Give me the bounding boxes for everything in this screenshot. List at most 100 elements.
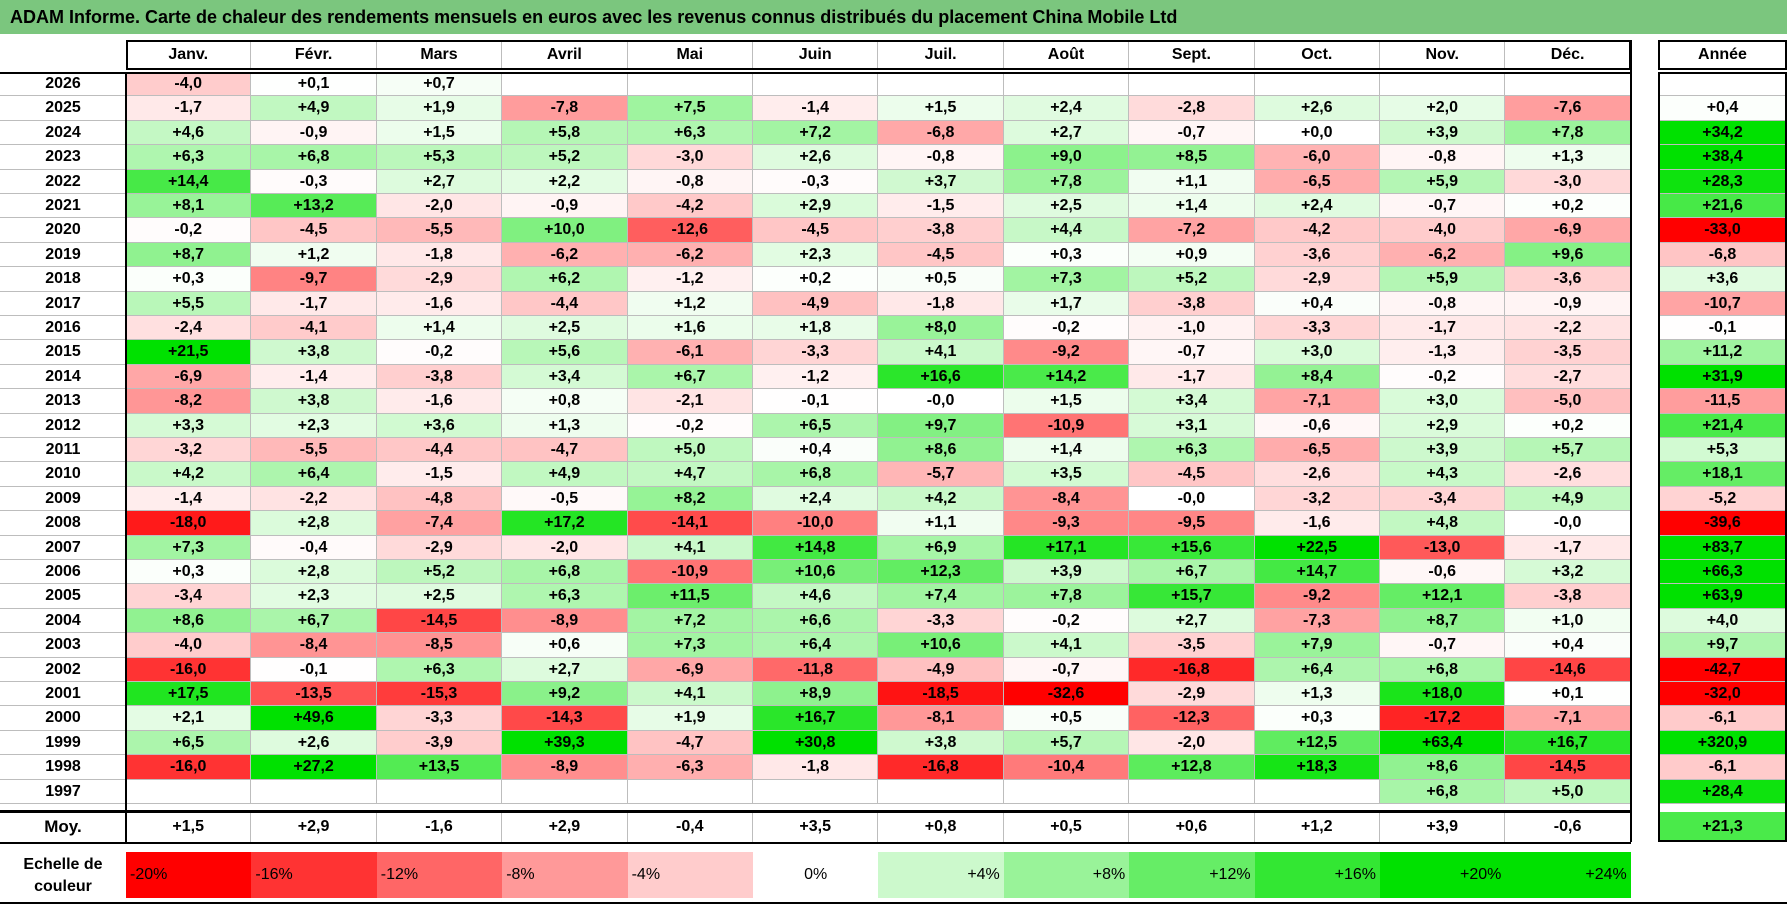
heatmap-cell: +6,5 [753, 413, 879, 438]
annual-cell: +28,4 [1658, 779, 1787, 804]
heatmap-cell: -1,8 [753, 755, 879, 780]
month-header: Janv. [126, 40, 252, 70]
heatmap-cell: +6,3 [126, 145, 252, 170]
heatmap-cell: -7,6 [1505, 96, 1631, 121]
heatmap-cell: -1,5 [376, 462, 503, 487]
heatmap-cell: +17,1 [1003, 535, 1130, 560]
heatmap-cell: -3,9 [376, 730, 503, 756]
heatmap-cell: +2,3 [753, 242, 879, 268]
annual-cell: +0,4 [1658, 96, 1787, 121]
heatmap-cell: +2,6 [251, 730, 377, 756]
heatmap-cell: +3,5 [1003, 462, 1130, 487]
heatmap-cell [878, 779, 1004, 804]
heatmap-cell: +9,7 [878, 413, 1004, 438]
year-label: 2023 [0, 145, 126, 170]
heatmap-cell: +3,8 [251, 389, 377, 414]
grid-line [0, 842, 1631, 844]
month-header: Sept. [1129, 40, 1255, 70]
heatmap-cell: -0,9 [251, 120, 377, 146]
heatmap-cell: +1,1 [1129, 169, 1255, 194]
heatmap-cell: +8,9 [753, 682, 879, 707]
heatmap-cell: +5,0 [627, 438, 753, 463]
heatmap-cell: -7,3 [1254, 608, 1380, 634]
heatmap-cell: -14,5 [1505, 755, 1631, 780]
heatmap-cell: -6,5 [1254, 169, 1380, 194]
heatmap-cell: +8,0 [878, 316, 1004, 341]
heatmap-cell: -8,9 [502, 755, 628, 780]
month-header: Mai [627, 40, 753, 70]
heatmap-cell: +6,5 [126, 730, 252, 756]
heatmap-cell: +8,1 [126, 194, 252, 219]
heatmap-cell: -4,1 [251, 316, 377, 341]
heatmap-cell: -8,2 [126, 389, 252, 414]
heatmap-cell: +5,7 [1003, 730, 1130, 756]
annual-header: Année [1658, 40, 1787, 70]
heatmap-cell: -1,7 [1505, 535, 1631, 560]
heatmap-cell: +16,6 [878, 364, 1004, 390]
heatmap-cell: -9,5 [1129, 511, 1255, 536]
heatmap-cell: +6,6 [753, 608, 879, 634]
heatmap-cell: -32,6 [1003, 682, 1130, 707]
heatmap-cell: -0,4 [251, 535, 377, 560]
month-header: Mars [376, 40, 503, 70]
heatmap-cell: -5,7 [878, 462, 1004, 487]
month-header: Févr. [251, 40, 377, 70]
heatmap-cell: +6,7 [627, 364, 753, 390]
annual-cell: +63,9 [1658, 584, 1787, 609]
heatmap-cell: -6,9 [627, 657, 753, 682]
heatmap-cell: +12,3 [878, 560, 1004, 585]
year-label: 2004 [0, 608, 126, 634]
heatmap-cell: -12,6 [627, 218, 753, 243]
heatmap-cell [502, 779, 628, 804]
heatmap-cell: -2,8 [1129, 96, 1255, 121]
heatmap-cell: -9,2 [1254, 584, 1380, 609]
heatmap-cell: -3,6 [1254, 242, 1380, 268]
scale-swatch: +8% [1003, 852, 1130, 898]
heatmap-cell [1254, 72, 1380, 97]
heatmap-cell: +1,8 [753, 316, 879, 341]
heatmap-cell: -2,9 [376, 267, 503, 292]
heatmap-cell: -14,6 [1505, 657, 1631, 682]
heatmap-cell: +3,9 [1380, 438, 1506, 463]
annual-cell: -33,0 [1658, 218, 1787, 243]
heatmap-cell: -0,0 [1505, 511, 1631, 536]
heatmap-cell: +6,3 [1129, 438, 1255, 463]
heatmap-cell: +6,8 [251, 145, 377, 170]
heatmap-cell: +5,2 [1129, 267, 1255, 292]
heatmap-cell: +6,2 [502, 267, 628, 292]
heatmap-cell: +6,3 [627, 120, 753, 146]
annual-cell [1658, 72, 1787, 97]
heatmap-cell: +1,3 [502, 413, 628, 438]
heatmap-cell: -10,4 [1003, 755, 1130, 780]
year-label: 2007 [0, 535, 126, 560]
heatmap-cell: -16,8 [1129, 657, 1255, 682]
heatmap-cell: +9,6 [1505, 242, 1631, 268]
heatmap-cell: -6,0 [1254, 145, 1380, 170]
heatmap-cell: -1,4 [251, 364, 377, 390]
heatmap-cell: -1,7 [126, 96, 252, 121]
heatmap-cell: +27,2 [251, 755, 377, 780]
scale-swatch: -8% [502, 852, 628, 898]
heatmap-cell: +17,5 [126, 682, 252, 707]
heatmap-cell: +18,3 [1254, 755, 1380, 780]
heatmap-cell [1129, 779, 1255, 804]
heatmap-cell: +2,3 [251, 413, 377, 438]
annual-cell: +11,2 [1658, 340, 1787, 365]
year-label: 2024 [0, 120, 126, 146]
heatmap-cell: +14,8 [753, 535, 879, 560]
heatmap-cell: +14,2 [1003, 364, 1130, 390]
heatmap-cell: +6,8 [502, 560, 628, 585]
year-label: 2003 [0, 633, 126, 658]
month-header: Déc. [1505, 40, 1631, 70]
heatmap-cell: +8,6 [1380, 755, 1506, 780]
heatmap-cell: +3,8 [251, 340, 377, 365]
year-label: 2019 [0, 242, 126, 268]
heatmap-cell: +3,7 [878, 169, 1004, 194]
heatmap-cell: +4,9 [1505, 486, 1631, 512]
heatmap-cell: -0,1 [251, 657, 377, 682]
heatmap-cell: -1,7 [1129, 364, 1255, 390]
heatmap-cell: +0,3 [126, 267, 252, 292]
heatmap-cell: -4,9 [753, 291, 879, 316]
heatmap-cell: +2,3 [251, 584, 377, 609]
heatmap-cell: -16,0 [126, 657, 252, 682]
